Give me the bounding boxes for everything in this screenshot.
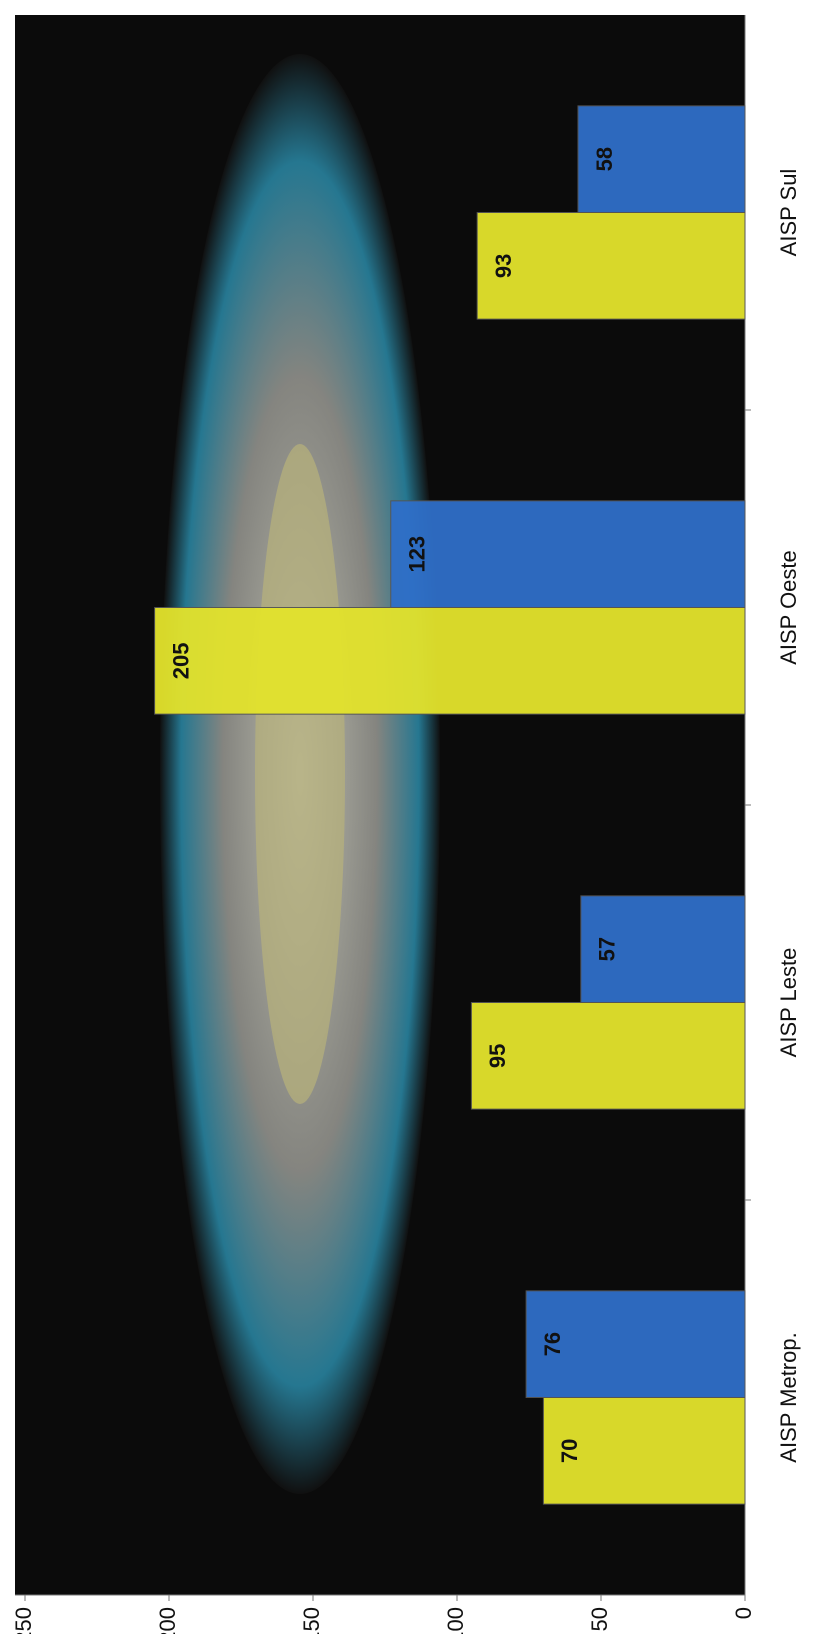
value-label: 70 [557,1439,582,1463]
value-label: 76 [540,1332,565,1356]
value-label: 93 [491,254,516,278]
bar [470,1002,746,1110]
y-tick-label: 250 [11,1607,36,1634]
value-label: 205 [168,642,193,679]
y-tick-label: 100 [443,1607,468,1634]
rotated-chart: 0 50 100 150 200 250 AISP Metrop. 70 76 AISP Lest… [11,15,801,1634]
bar [154,607,746,715]
y-tick-label: 200 [155,1607,180,1634]
x-tick-label: AISP Sul [776,169,801,257]
x-tick-label: AISP Oeste [776,550,801,665]
value-label: 58 [592,147,617,171]
bar [577,105,746,213]
bar [476,212,746,320]
y-tick-label: 150 [299,1607,324,1634]
bar [580,895,746,1003]
bar [390,500,746,608]
value-label: 57 [595,937,620,961]
value-label: 123 [405,536,430,573]
y-tick-label: 0 [731,1607,756,1619]
bar [525,1290,746,1398]
x-tick-label: AISP Leste [776,948,801,1058]
y-tick-label: 50 [587,1607,612,1631]
x-tick-label: AISP Metrop. [776,1332,801,1462]
stadium-field [255,444,345,1104]
value-label: 95 [485,1044,510,1068]
